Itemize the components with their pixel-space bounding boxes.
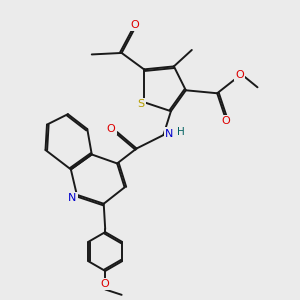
Text: S: S — [137, 99, 145, 109]
Text: N: N — [68, 194, 76, 203]
Text: O: O — [107, 124, 116, 134]
Text: O: O — [222, 116, 230, 126]
Text: N: N — [165, 129, 173, 139]
Text: H: H — [177, 127, 184, 137]
Text: O: O — [101, 279, 110, 290]
Text: O: O — [235, 70, 244, 80]
Text: O: O — [131, 20, 140, 30]
